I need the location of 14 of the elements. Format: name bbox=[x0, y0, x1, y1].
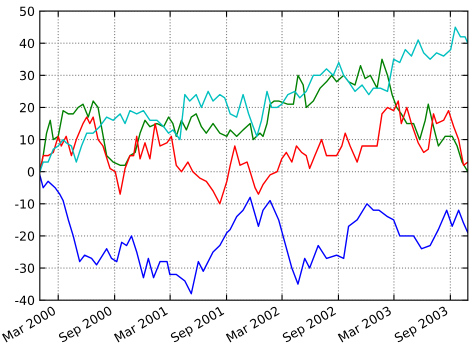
line-series bbox=[40, 58, 468, 172]
y-tick-label: 20 bbox=[20, 102, 34, 112]
y-tick-label: 50 bbox=[20, 6, 34, 16]
line-series bbox=[40, 100, 468, 204]
line-series bbox=[40, 26, 468, 172]
y-tick-label: -10 bbox=[15, 199, 34, 209]
y-tick-label: -30 bbox=[15, 264, 34, 273]
y-tick-label: -20 bbox=[15, 231, 34, 241]
y-tick-label: 10 bbox=[20, 135, 34, 144]
y-tick-label: 30 bbox=[20, 70, 34, 80]
y-tick-label: -40 bbox=[15, 296, 34, 306]
line-series bbox=[40, 174, 468, 294]
y-tick-label: 40 bbox=[20, 38, 34, 48]
y-tick-label: 0 bbox=[28, 167, 34, 177]
